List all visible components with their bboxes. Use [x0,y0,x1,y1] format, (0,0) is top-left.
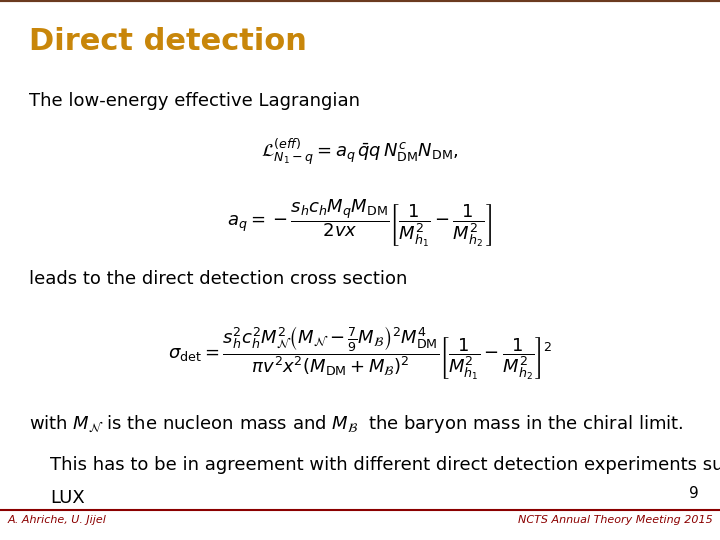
Text: NCTS Annual Theory Meeting 2015: NCTS Annual Theory Meeting 2015 [518,515,713,525]
Text: with $M_{\mathcal{N}}$ is the nucleon mass and $M_{\mathcal{B}}$  the baryon mas: with $M_{\mathcal{N}}$ is the nucleon ma… [29,413,683,435]
Text: 9: 9 [688,486,698,501]
Text: This has to be in agreement with different direct detection experiments such as: This has to be in agreement with differe… [50,456,720,474]
Text: $\mathcal{L}^{(eff)}_{N_1-q} = a_q\, \bar{q}q\, N^c_{\mathrm{DM}} N_{\mathrm{DM}: $\mathcal{L}^{(eff)}_{N_1-q} = a_q\, \ba… [261,138,459,168]
Text: leads to the direct detection cross section: leads to the direct detection cross sect… [29,270,408,288]
Text: $\sigma_{\mathrm{det}} = \dfrac{s_h^2 c_h^2 M_{\mathcal{N}}^2 \left(M_{\mathcal{: $\sigma_{\mathrm{det}} = \dfrac{s_h^2 c_… [168,324,552,382]
Text: LUX: LUX [50,489,85,507]
Text: Direct detection: Direct detection [29,27,307,56]
Text: $a_q = -\dfrac{s_h c_h M_q M_{\mathrm{DM}}}{2vx} \left[\dfrac{1}{M^2_{h_1}} - \d: $a_q = -\dfrac{s_h c_h M_q M_{\mathrm{DM… [228,197,492,249]
Text: A. Ahriche, U. Jijel: A. Ahriche, U. Jijel [7,515,106,525]
Text: The low-energy effective Lagrangian: The low-energy effective Lagrangian [29,92,360,110]
